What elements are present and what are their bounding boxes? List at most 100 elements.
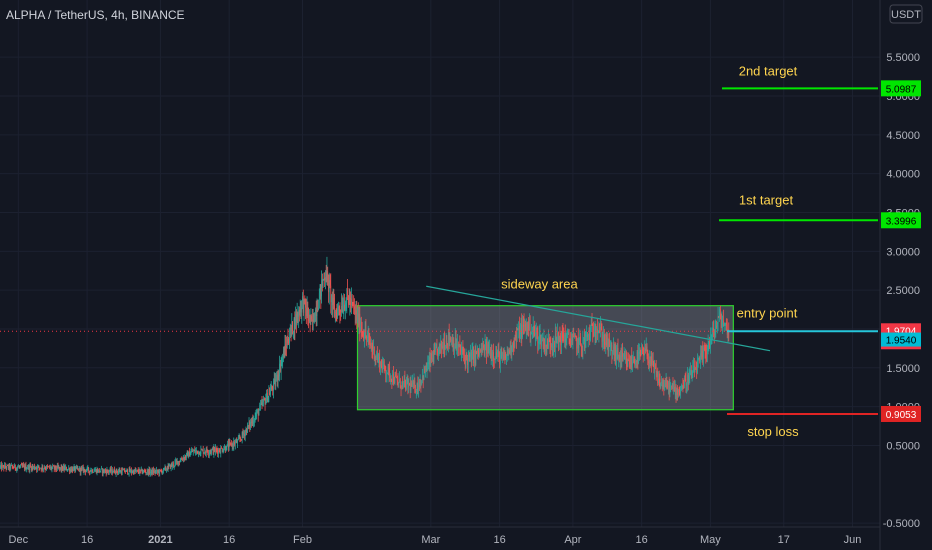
candle-body	[639, 351, 640, 353]
candle-body	[375, 356, 377, 358]
candle-body	[557, 332, 558, 338]
candle-body	[687, 374, 689, 385]
candle-body	[376, 355, 377, 358]
candle-body	[1, 465, 3, 469]
candle-body	[636, 351, 638, 362]
candle-body	[39, 467, 41, 469]
candle-body	[593, 332, 594, 336]
time-axis[interactable]: Dec 16 2021 16 Feb Mar 16 Apr 16 May 17 Jun	[9, 534, 862, 546]
candle-body	[440, 340, 442, 347]
candle-body	[85, 470, 87, 472]
candle-body	[721, 322, 723, 328]
candle-body	[130, 470, 131, 472]
candle-body	[162, 471, 164, 474]
candle-body	[291, 321, 293, 331]
candle-body	[539, 334, 541, 336]
candle-body	[454, 338, 456, 347]
candle-body	[672, 383, 674, 390]
candle-body	[451, 339, 453, 348]
candle-body	[210, 451, 212, 453]
candle-body	[357, 313, 358, 321]
candle-body	[59, 467, 61, 469]
candle-body	[677, 390, 679, 395]
candle-body	[317, 309, 319, 311]
candle-body	[570, 341, 571, 347]
candle-body	[571, 340, 572, 347]
candle-body	[550, 345, 552, 348]
candle-body	[510, 342, 512, 353]
candle-body	[305, 307, 307, 316]
candle-body	[445, 340, 447, 349]
candle-body	[323, 277, 325, 280]
candle-body	[629, 360, 630, 365]
candle-body	[422, 375, 423, 381]
x-tick-label: May	[700, 534, 721, 546]
candle-body	[407, 379, 409, 388]
candle-body	[14, 464, 15, 468]
candle-body	[569, 338, 571, 342]
sideway-area-box[interactable]	[356, 305, 734, 411]
candle-body	[679, 391, 681, 393]
candle-body	[240, 439, 241, 440]
candle-body	[179, 461, 180, 463]
candle-body	[279, 363, 281, 371]
candle-body	[148, 469, 150, 475]
candle-body	[473, 351, 474, 363]
x-tick-label: 2021	[148, 534, 172, 546]
candle-body	[485, 341, 487, 345]
candle-body	[102, 468, 103, 474]
y-tick-label: -0.5000	[883, 518, 920, 530]
candle-body	[119, 470, 121, 473]
candle-body	[718, 316, 720, 317]
candle-body	[85, 470, 86, 472]
candle-body	[269, 392, 271, 395]
candle-body	[657, 371, 659, 384]
candle-body	[683, 387, 685, 389]
candle-body	[397, 380, 399, 384]
candle-body	[178, 461, 180, 465]
candle-body	[411, 383, 413, 387]
candle-body	[247, 425, 248, 433]
candle-body	[184, 456, 186, 460]
candle-body	[92, 469, 93, 473]
candle-body	[76, 467, 77, 468]
candle-body	[144, 470, 145, 472]
candle-body	[484, 344, 486, 356]
drawings[interactable]: sideway area 2nd target 1st target entry po…	[0, 63, 880, 439]
candle-body	[91, 469, 93, 472]
candle-body	[533, 326, 535, 331]
currency-button[interactable]: USDT	[889, 4, 923, 24]
candle-body	[10, 465, 12, 469]
candle-body	[558, 332, 559, 342]
candle-body	[289, 337, 290, 344]
candle-body	[16, 467, 18, 470]
candle-body	[632, 359, 634, 363]
candle-body	[305, 299, 306, 308]
candle-body	[611, 344, 613, 355]
candle-body	[592, 325, 594, 333]
candle-body	[443, 342, 445, 349]
candle-body	[250, 421, 251, 427]
candle-body	[600, 326, 602, 330]
candle-body	[333, 297, 335, 306]
candle-body	[530, 334, 532, 336]
y-tick-label: 2.5000	[886, 285, 920, 297]
candle-body	[104, 470, 106, 472]
candle-body	[553, 342, 555, 348]
candle-body	[653, 362, 655, 372]
candle-body	[129, 469, 131, 472]
candle-body	[423, 369, 425, 381]
candle-body	[249, 422, 251, 427]
candle-body	[171, 464, 173, 467]
candle-body	[357, 313, 359, 326]
candle-body	[464, 356, 466, 364]
candle-body	[257, 410, 259, 416]
trend-line[interactable]	[426, 285, 771, 352]
candle-body	[568, 332, 570, 339]
candle-body	[94, 470, 96, 472]
candle-body	[276, 374, 277, 381]
candle-body	[37, 465, 39, 467]
candle-body	[297, 311, 299, 317]
candle-body	[324, 277, 326, 280]
